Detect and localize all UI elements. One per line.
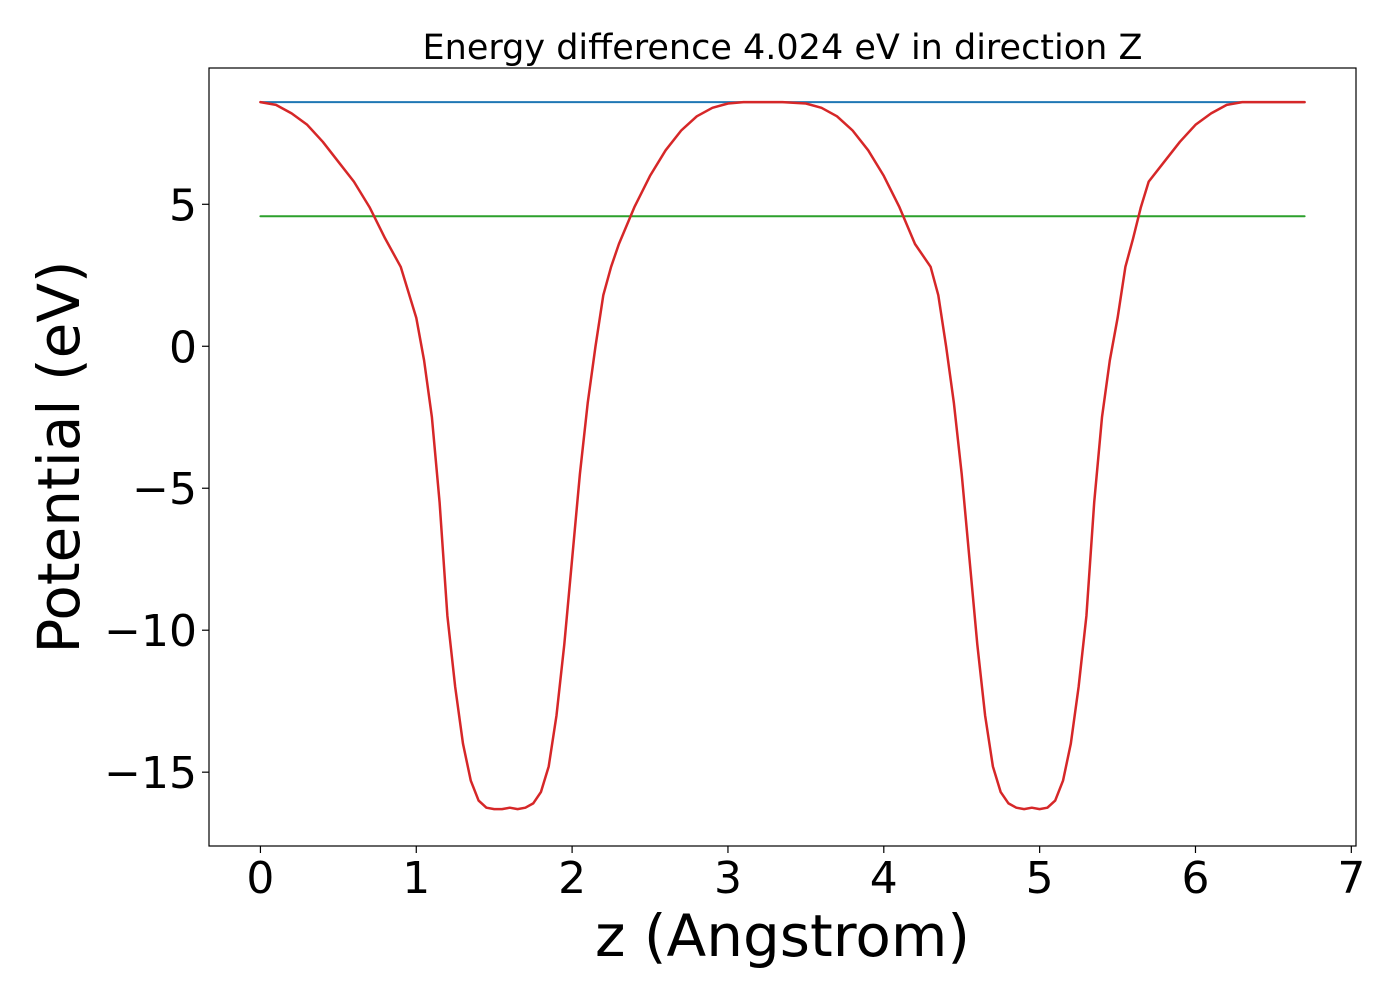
series-line-2 bbox=[259, 100, 1306, 811]
x-tick-label: 0 bbox=[246, 853, 274, 904]
y-axis: 5 0 −5 −10 −15 bbox=[104, 180, 209, 799]
y-tick-label: 0 bbox=[169, 322, 197, 373]
x-axis-label: z (Angstrom) bbox=[595, 902, 970, 970]
y-tick-label: −10 bbox=[104, 606, 197, 657]
x-tick-label: 5 bbox=[1026, 853, 1054, 904]
plot-frame bbox=[208, 67, 1357, 847]
x-tick-label: 4 bbox=[870, 853, 898, 904]
y-tick-label: −5 bbox=[132, 464, 197, 515]
x-tick-label: 6 bbox=[1181, 853, 1209, 904]
y-axis-label: Potential (eV) bbox=[25, 260, 93, 653]
x-tick-label: 1 bbox=[402, 853, 430, 904]
x-tick-label: 2 bbox=[558, 853, 586, 904]
x-tick-label: 3 bbox=[714, 853, 742, 904]
chart-title: Energy difference 4.024 eV in direction … bbox=[423, 28, 1143, 68]
x-tick-label: 7 bbox=[1337, 853, 1365, 904]
x-axis: 0 1 2 3 4 5 6 7 bbox=[246, 846, 1365, 904]
y-tick-label: −15 bbox=[104, 748, 197, 799]
plot-area bbox=[259, 100, 1306, 811]
y-tick-label: 5 bbox=[169, 180, 197, 231]
